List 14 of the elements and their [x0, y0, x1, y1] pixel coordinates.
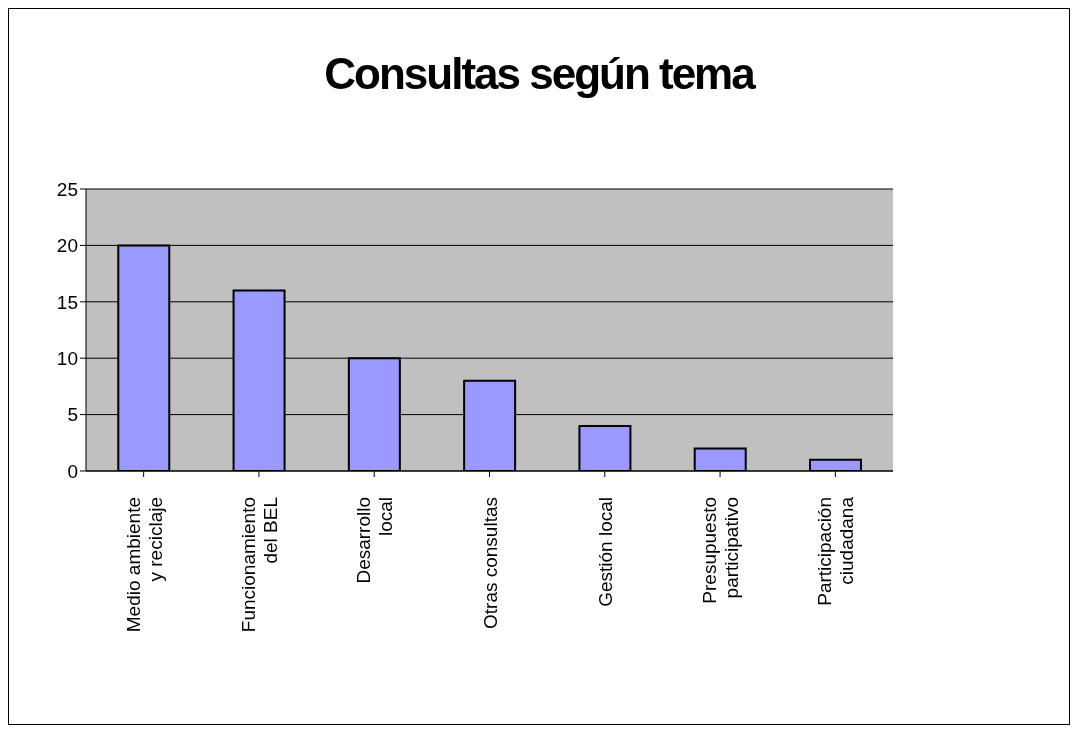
x-tick-label: Funcionamiento del BEL — [237, 497, 281, 633]
x-tick-label: Otras consultas — [479, 497, 501, 629]
y-tick-label: 10 — [56, 347, 78, 369]
y-tick-label: 5 — [67, 404, 78, 426]
y-tick-label: 25 — [56, 178, 78, 200]
y-tick-label: 0 — [67, 460, 78, 482]
x-tick-label: Presupuesto participativo — [699, 497, 743, 604]
chart-title: Consultas según tema — [323, 49, 756, 99]
x-tick-label: Medio ambiente y reciclaje — [122, 497, 166, 633]
y-tick-label: 20 — [56, 235, 78, 257]
x-tick-label: Desarrollo local — [353, 497, 397, 584]
x-tick-label: Gestión local — [594, 497, 616, 607]
x-tick-label: Participación ciudadana — [814, 496, 858, 606]
y-tick-label: 15 — [56, 291, 78, 313]
